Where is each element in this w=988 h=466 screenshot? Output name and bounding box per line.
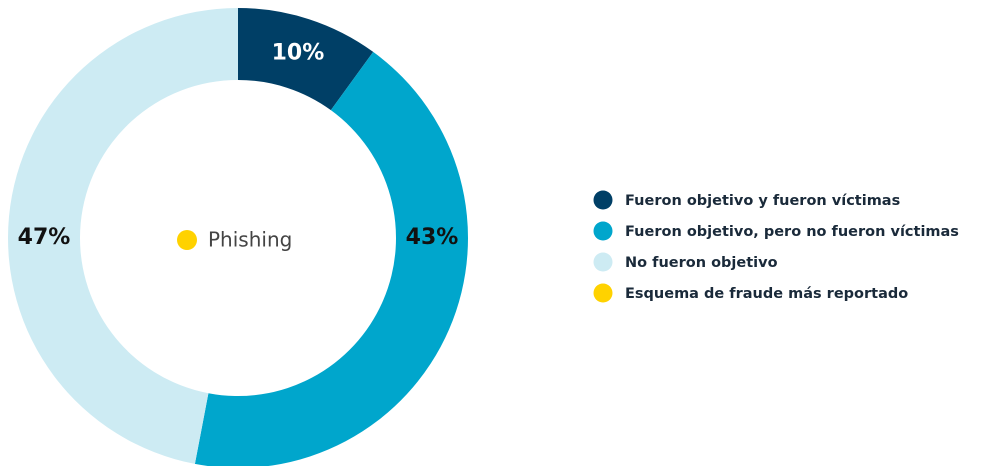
- data-label: 43%: [406, 225, 459, 250]
- legend-label: Fueron objetivo y fueron víctimas: [625, 193, 900, 209]
- donut-slice: [238, 8, 374, 111]
- legend-swatch: [593, 190, 613, 210]
- data-label: 47%: [18, 225, 71, 250]
- highlight-label: Phishing: [208, 228, 292, 252]
- legend-label: No fueron objetivo: [625, 255, 778, 271]
- donut-slice: [8, 8, 239, 464]
- highlight-dot: [177, 230, 197, 250]
- legend-swatch: [593, 252, 613, 272]
- legend-label: Esquema de fraude más reportado: [625, 286, 908, 302]
- data-label: 10%: [272, 40, 325, 65]
- legend-label: Fueron objetivo, pero no fueron víctimas: [625, 224, 959, 240]
- legend-swatch: [593, 283, 613, 303]
- donut-slice: [194, 51, 468, 466]
- legend-swatch: [593, 221, 613, 241]
